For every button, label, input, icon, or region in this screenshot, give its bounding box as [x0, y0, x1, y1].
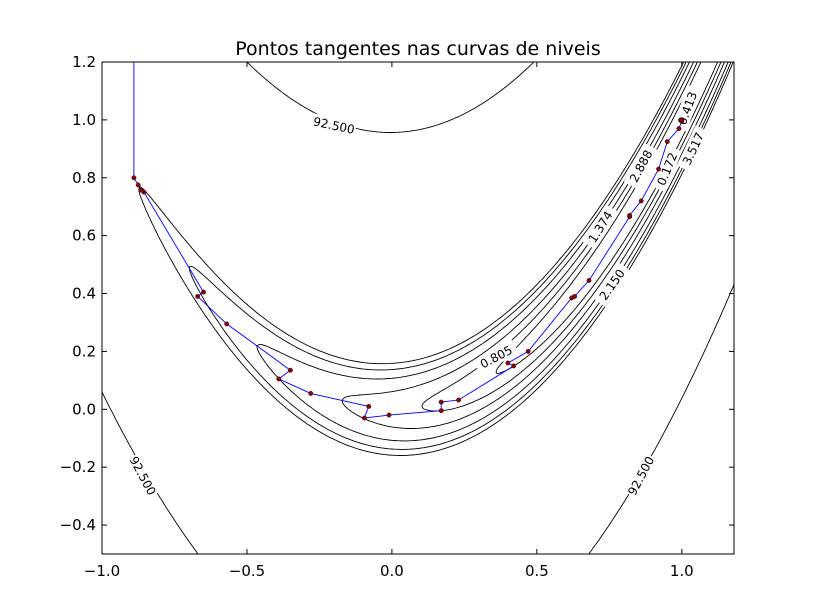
contour-level-3 — [256, 62, 729, 442]
tangent-point-18 — [525, 348, 531, 354]
tangent-point-23 — [627, 212, 632, 218]
tangent-point-12 — [386, 412, 392, 418]
tangent-point-1 — [135, 182, 141, 188]
tangent-point-11 — [361, 415, 367, 421]
contour-label-bg-7 — [651, 145, 683, 193]
tangent-point-26 — [664, 139, 670, 145]
x-tick-label-1: −0.5 — [229, 562, 265, 580]
x-tick-label-0: −1.0 — [84, 562, 120, 580]
tangent-points — [131, 117, 685, 421]
y-tick-label-6: 0.8 — [72, 169, 96, 187]
tangent-point-5 — [195, 293, 201, 299]
y-tick-label-7: 1.0 — [72, 111, 96, 129]
y-tick-label-5: 0.6 — [72, 227, 96, 245]
y-tick-label-1: −0.2 — [60, 458, 96, 476]
contour-label-bg-2 — [623, 452, 658, 499]
contour-label-bg-0 — [310, 113, 358, 138]
tangent-point-0 — [131, 175, 137, 181]
tangent-point-6 — [224, 321, 230, 327]
contour-label-bg-4 — [582, 204, 619, 250]
tangent-point-25 — [656, 166, 661, 172]
tangent-point-9 — [308, 390, 314, 396]
tangent-point-14 — [438, 399, 444, 405]
contour-label-bg-8 — [676, 125, 710, 172]
y-axis: −0.4 −0.2 0.0 0.2 0.4 0.6 0.8 1.0 1.2 — [60, 53, 734, 534]
y-tick-label-4: 0.4 — [72, 285, 96, 303]
tangent-point-27 — [676, 126, 682, 132]
y-tick-label-2: 0.0 — [72, 400, 96, 418]
plot-frame — [101, 61, 735, 555]
tangent-point-15 — [456, 397, 461, 403]
contour-label-bg-3 — [473, 339, 520, 374]
chart-title: Pontos tangentes nas curvas de niveis — [235, 38, 600, 60]
tangent-point-4 — [201, 289, 206, 295]
x-tick-label-2: 0.0 — [380, 562, 404, 580]
tangent-point-7 — [287, 367, 293, 373]
x-tick-label-4: 1.0 — [670, 562, 694, 580]
tangent-point-8 — [276, 376, 282, 382]
tangent-point-3 — [141, 189, 147, 195]
y-tick-label-8: 1.2 — [72, 53, 96, 71]
tangent-point-10 — [366, 403, 372, 409]
tangent-point-21 — [586, 278, 592, 283]
x-axis: −1.0 −0.5 0.0 0.5 1.0 — [84, 62, 694, 580]
tangent-point-24 — [638, 198, 644, 204]
contour-label-bg-1 — [126, 452, 160, 499]
tangent-point-20 — [572, 293, 577, 299]
tangent-point-29 — [679, 117, 685, 123]
y-tick-label-0: −0.4 — [60, 516, 96, 534]
tangent-point-17 — [505, 360, 511, 366]
tangent-point-16 — [511, 363, 517, 369]
contour-label-bg-5 — [593, 262, 631, 307]
contour-label-bg-6 — [623, 143, 658, 189]
x-tick-label-3: 0.5 — [525, 562, 549, 580]
tangent-point-13 — [438, 408, 444, 414]
y-tick-label-3: 0.2 — [72, 342, 96, 360]
